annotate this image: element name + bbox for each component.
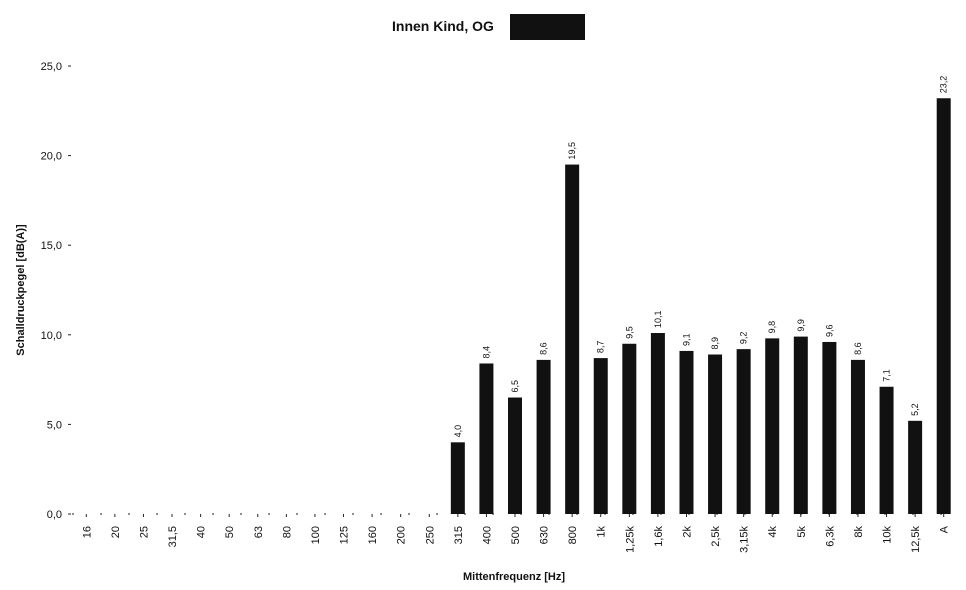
x-tick-label: 6,3k	[824, 526, 836, 547]
x-tick-label: 1k	[596, 526, 608, 538]
x-tick-label: 4k	[767, 526, 779, 538]
x-tick-label: 100	[310, 526, 322, 544]
bar-value-label: 9,5	[624, 326, 634, 339]
y-tick-label: 5,0	[47, 419, 62, 431]
bar	[622, 343, 637, 514]
x-tick-label: 40	[196, 526, 208, 538]
redaction-box	[510, 14, 585, 40]
y-tick-label: 10,0	[41, 330, 62, 342]
y-tick-label: 15,0	[41, 240, 62, 252]
x-tick-label: 315	[453, 526, 465, 544]
bar	[650, 333, 665, 514]
bar-value-label: 8,6	[853, 342, 863, 355]
bar-value-label: 8,7	[596, 341, 606, 354]
bar	[593, 358, 608, 514]
bar	[450, 442, 465, 514]
x-tick-label: A	[939, 525, 951, 533]
bar-value-label: 9,6	[824, 324, 834, 337]
x-tick-label: 630	[539, 526, 551, 544]
bar	[908, 420, 923, 514]
bar	[736, 349, 751, 514]
y-axis-label: Schalldruckpegel [dB(A)]	[15, 224, 27, 356]
bar	[879, 386, 894, 514]
x-tick-label: 31,5	[167, 526, 179, 547]
x-tick-label: 20	[110, 526, 122, 538]
x-tick-label: 2k	[681, 526, 693, 538]
x-tick-label: 2,5k	[710, 526, 722, 547]
x-tick-label: 250	[424, 526, 436, 544]
bar	[508, 397, 522, 514]
bar	[536, 359, 551, 514]
x-tick-label: 125	[339, 526, 351, 544]
bar-value-label: 8,4	[481, 346, 491, 359]
x-tick-label: 3,15k	[739, 526, 751, 553]
bar	[765, 338, 780, 514]
bar	[708, 354, 723, 514]
bar-value-label: 9,1	[681, 333, 691, 346]
x-tick-label: 80	[281, 526, 293, 538]
x-tick-label: 12,5k	[910, 526, 922, 553]
bar	[822, 341, 837, 514]
bar-value-label: 23,2	[939, 76, 949, 94]
y-tick-label: 25,0	[41, 61, 62, 73]
bar	[479, 363, 494, 514]
bar	[936, 98, 951, 515]
x-tick-label: 160	[367, 526, 379, 544]
bar-value-label: 10,1	[653, 310, 663, 328]
x-tick-label: 1,25k	[624, 526, 636, 553]
bar-value-label: 6,5	[510, 380, 520, 393]
bar-value-label: 9,9	[796, 319, 806, 332]
x-tick-label: 10k	[882, 526, 894, 544]
chart-title: Innen Kind, OG	[392, 18, 494, 34]
bar	[565, 164, 580, 514]
bar-value-label: 5,2	[910, 403, 920, 416]
bar	[679, 350, 694, 514]
bar	[793, 336, 808, 514]
y-tick-label: 20,0	[41, 151, 62, 163]
chart-title-area: Innen Kind, OG	[0, 14, 966, 42]
x-axis-label: Mittenfrequenz [Hz]	[463, 571, 565, 583]
x-tick-label: 200	[396, 526, 408, 544]
bar-value-label: 8,6	[539, 342, 549, 355]
y-tick-label: 0,0	[47, 509, 62, 521]
x-tick-label: 16	[81, 526, 93, 538]
bar-value-label: 9,2	[739, 332, 749, 345]
x-tick-label: 8k	[853, 526, 865, 538]
x-tick-label: 50	[224, 526, 236, 538]
bar-value-label: 19,5	[567, 142, 577, 160]
x-tick-label: 500	[510, 526, 522, 544]
x-tick-label: 5k	[796, 526, 808, 538]
x-tick-label: 800	[567, 526, 579, 544]
x-tick-label: 400	[481, 526, 493, 544]
bar-value-label: 9,8	[767, 321, 777, 334]
x-tick-label: 25	[138, 526, 150, 538]
bar	[850, 359, 865, 514]
bar-value-label: 4,0	[453, 425, 463, 438]
bar-value-label: 7,1	[882, 369, 892, 382]
bar-value-label: 8,9	[710, 337, 720, 350]
x-tick-label: 63	[253, 526, 265, 538]
x-tick-label: 1,6k	[653, 526, 665, 547]
